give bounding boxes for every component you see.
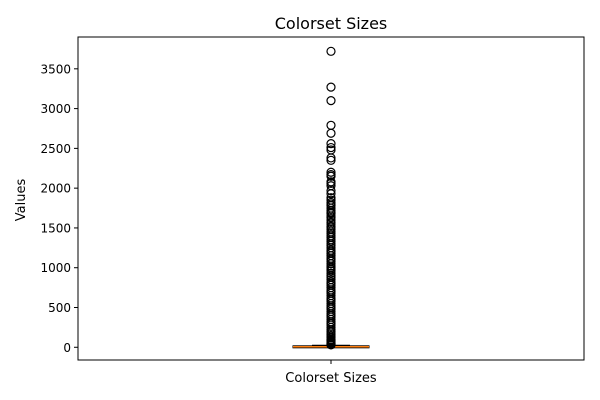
- outlier-point: [326, 266, 336, 276]
- outlier-point: [326, 82, 336, 92]
- y-tick-label: 1000: [40, 261, 71, 275]
- outlier-point: [326, 212, 336, 223]
- x-tick-label: Colorset Sizes: [285, 371, 377, 386]
- outlier-point: [326, 259, 336, 269]
- outlier-point: [326, 167, 336, 177]
- outlier-point: [326, 96, 336, 106]
- outlier-point: [326, 268, 336, 278]
- outlier-point: [326, 46, 336, 56]
- outlier-point: [326, 340, 336, 350]
- outlier-point: [326, 142, 336, 153]
- y-tick-label: 2500: [40, 142, 71, 156]
- outlier-point: [326, 153, 336, 163]
- y-tick-label: 1500: [40, 221, 71, 235]
- outlier-point: [326, 139, 336, 149]
- outlier-point: [326, 322, 336, 332]
- axes-frame: [77, 36, 585, 361]
- x-axis-ticks: Colorset Sizes: [285, 360, 377, 386]
- plot-area: [292, 46, 370, 350]
- outlier-point: [326, 189, 336, 199]
- y-tick-label: 500: [48, 301, 71, 315]
- y-tick-label: 3500: [40, 62, 71, 76]
- outlier-point: [326, 236, 336, 247]
- y-tick-label: 3000: [40, 102, 71, 116]
- chart-title: Colorset Sizes: [275, 14, 388, 33]
- y-tick-label: 0: [63, 341, 71, 355]
- outlier-point: [326, 120, 336, 130]
- outlier-point: [326, 209, 336, 219]
- outlier-point: [326, 155, 336, 165]
- y-tick-label: 2000: [40, 182, 71, 196]
- outlier-point: [326, 178, 336, 188]
- outlier-point: [326, 128, 336, 138]
- y-axis-label: Values: [14, 179, 29, 222]
- y-axis-ticks: 0 500 1000 1500 2000 2500 3000 3500: [40, 62, 78, 355]
- outlier-point: [326, 171, 336, 181]
- outlier-point: [326, 185, 336, 196]
